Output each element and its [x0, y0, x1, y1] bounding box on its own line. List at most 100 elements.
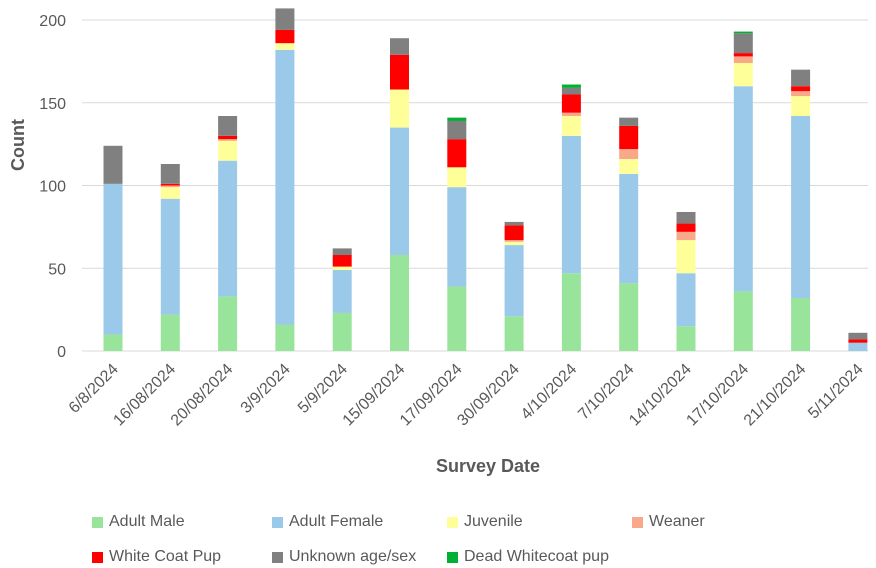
bar-segment	[275, 43, 295, 50]
bar-segment	[218, 115, 238, 136]
bar-segment	[390, 38, 409, 55]
bar-stacks	[103, 8, 868, 351]
legend-swatch	[272, 516, 283, 528]
bar-segment	[791, 91, 811, 97]
bar-segment	[848, 339, 868, 343]
legend-item: Weaner	[632, 513, 705, 531]
bar-segment	[619, 159, 639, 174]
legend-item: Adult Female	[272, 513, 383, 531]
bar-segment	[676, 273, 696, 327]
bar-segment	[275, 29, 295, 44]
bar-segment	[791, 69, 811, 87]
bar-segment	[733, 33, 753, 54]
legend-swatch	[632, 516, 643, 528]
legend-item: Adult Male	[92, 513, 185, 531]
bar-segment	[218, 135, 238, 140]
legend-item: Juvenile	[447, 513, 523, 531]
bar-segment	[160, 185, 180, 188]
bar-segment	[619, 149, 639, 160]
bar-segment	[561, 135, 581, 274]
legend-label: Weaner	[649, 513, 705, 530]
legend-swatch	[92, 516, 103, 528]
bar-segment	[447, 286, 467, 351]
bar-segment	[447, 187, 467, 287]
bar-segment	[160, 187, 180, 199]
legend-item: Dead Whitecoat pup	[447, 548, 609, 566]
bar-segment	[791, 298, 811, 351]
legend-label: Juvenile	[464, 513, 523, 530]
legend-label: Unknown age/sex	[289, 548, 417, 565]
x-tick-label: 5/9/2024	[295, 361, 351, 417]
bar-segment	[103, 145, 123, 184]
bar-segment	[447, 120, 467, 140]
bar-segment	[561, 94, 581, 113]
bar-segment	[103, 334, 123, 351]
x-tick-label: 4/10/2024	[518, 361, 580, 423]
bar-segment	[561, 112, 581, 116]
y-axis-ticks: 0 50 100 150 200	[39, 13, 66, 361]
bar-segment	[332, 269, 352, 313]
bar-segment	[103, 183, 123, 335]
bar-segment	[504, 240, 524, 242]
bar-segment	[733, 53, 753, 57]
bar-segment	[619, 173, 639, 284]
bar-segment	[218, 296, 238, 351]
legend-item: Unknown age/sex	[272, 548, 416, 566]
bar-segment	[390, 54, 409, 90]
legend-label: Dead Whitecoat pup	[464, 548, 609, 565]
bar-segment	[848, 342, 868, 351]
y-tick-label: 200	[39, 13, 66, 30]
bar-segment	[390, 255, 409, 351]
bar-segment	[733, 63, 753, 87]
bar-segment	[160, 198, 180, 315]
y-tick-label: 50	[48, 261, 66, 278]
bar-segment	[619, 117, 639, 126]
x-tick-label: 3/9/2024	[238, 361, 294, 417]
bar-segment	[848, 332, 868, 340]
bar-segment	[733, 86, 753, 292]
bar-segment	[275, 324, 295, 351]
bar-segment	[791, 115, 811, 299]
bar-segment	[447, 139, 467, 168]
legend-swatch	[92, 551, 103, 563]
bar-segment	[791, 96, 811, 116]
bar-segment	[791, 86, 811, 92]
legend-label: Adult Male	[109, 513, 185, 530]
bar-segment	[447, 167, 467, 188]
bar-segment	[332, 255, 352, 267]
bar-segment	[619, 283, 639, 351]
bar-segment	[275, 8, 295, 30]
bar-segment	[275, 49, 295, 325]
bar-segment	[676, 240, 696, 274]
bar-segment	[676, 211, 696, 224]
y-axis-title: Count	[8, 119, 28, 171]
bar-segment	[447, 117, 467, 121]
bar-segment	[733, 31, 753, 34]
legend-item: White Coat Pup	[92, 548, 221, 566]
stacked-bar-chart: 0 50 100 150 200 6/8/202416/08/202420/08/202…	[8, 8, 868, 476]
bar-segment	[504, 241, 524, 246]
x-tick-label: 30/09/2024	[454, 361, 523, 430]
bar-segment	[332, 312, 352, 351]
legend-swatch	[272, 551, 283, 563]
bar-segment	[218, 160, 238, 297]
bar-segment	[676, 231, 696, 241]
x-tick-label: 5/11/2024	[805, 361, 867, 423]
legend-swatch	[447, 551, 458, 563]
bar-segment	[332, 266, 352, 270]
bar-segment	[676, 326, 696, 351]
y-tick-label: 100	[39, 179, 66, 196]
bar-segment	[390, 127, 409, 256]
bar-segment	[504, 225, 524, 241]
bar-segment	[160, 163, 180, 184]
x-axis-title: Survey Date	[436, 456, 540, 476]
bar-segment	[504, 245, 524, 317]
legend-label: Adult Female	[289, 513, 384, 530]
bar-segment	[733, 56, 753, 64]
y-tick-label: 150	[39, 96, 66, 113]
x-tick-label: 7/10/2024	[575, 361, 637, 423]
legend-swatch	[447, 516, 458, 528]
bar-segment	[504, 316, 524, 351]
legend: Adult Male Adult Female Juvenile Weaner Whit…	[92, 510, 852, 568]
